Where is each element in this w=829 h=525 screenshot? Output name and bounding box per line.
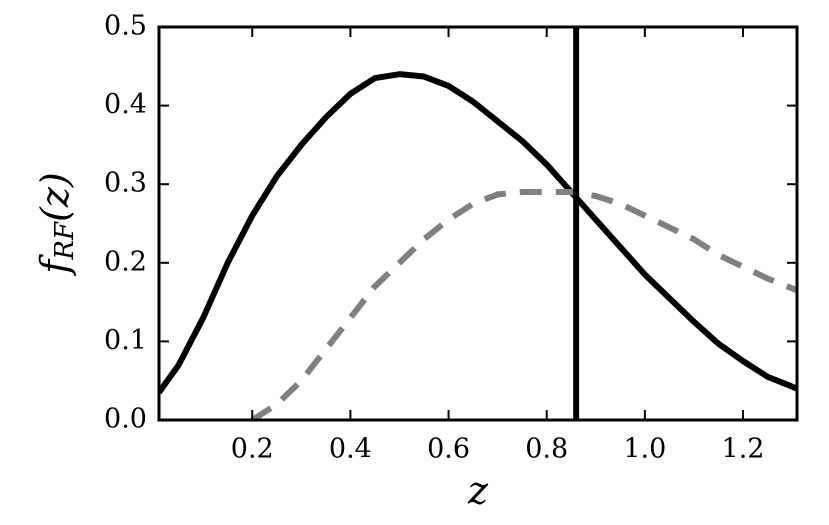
y-tick-label: 0.4 (104, 89, 147, 120)
y-tick-label: 0.3 (104, 168, 147, 199)
y-tick-label: 0.5 (104, 11, 147, 42)
frame (157, 25, 799, 422)
line-series (159, 71, 797, 395)
y-label-sub: RF (50, 221, 80, 261)
x-tick-label: 0.6 (427, 434, 470, 465)
x-tick-label: 1.0 (623, 434, 666, 465)
y-tick-label: 0.0 (104, 404, 147, 435)
plot-area (159, 27, 797, 420)
line-series (250, 189, 797, 420)
x-tick-label: 1.2 (722, 434, 765, 465)
y-tick-label: 0.2 (104, 246, 147, 277)
y-label-rest: (z) (33, 172, 77, 222)
x-tick-label: 0.2 (231, 434, 274, 465)
x-tick-label: 0.4 (329, 434, 372, 465)
x-tick-label: 0.8 (525, 434, 568, 465)
y-tick-label: 0.1 (104, 325, 147, 356)
y-axis-label: fRF(z) (33, 172, 81, 276)
x-axis-label: z (467, 469, 489, 513)
